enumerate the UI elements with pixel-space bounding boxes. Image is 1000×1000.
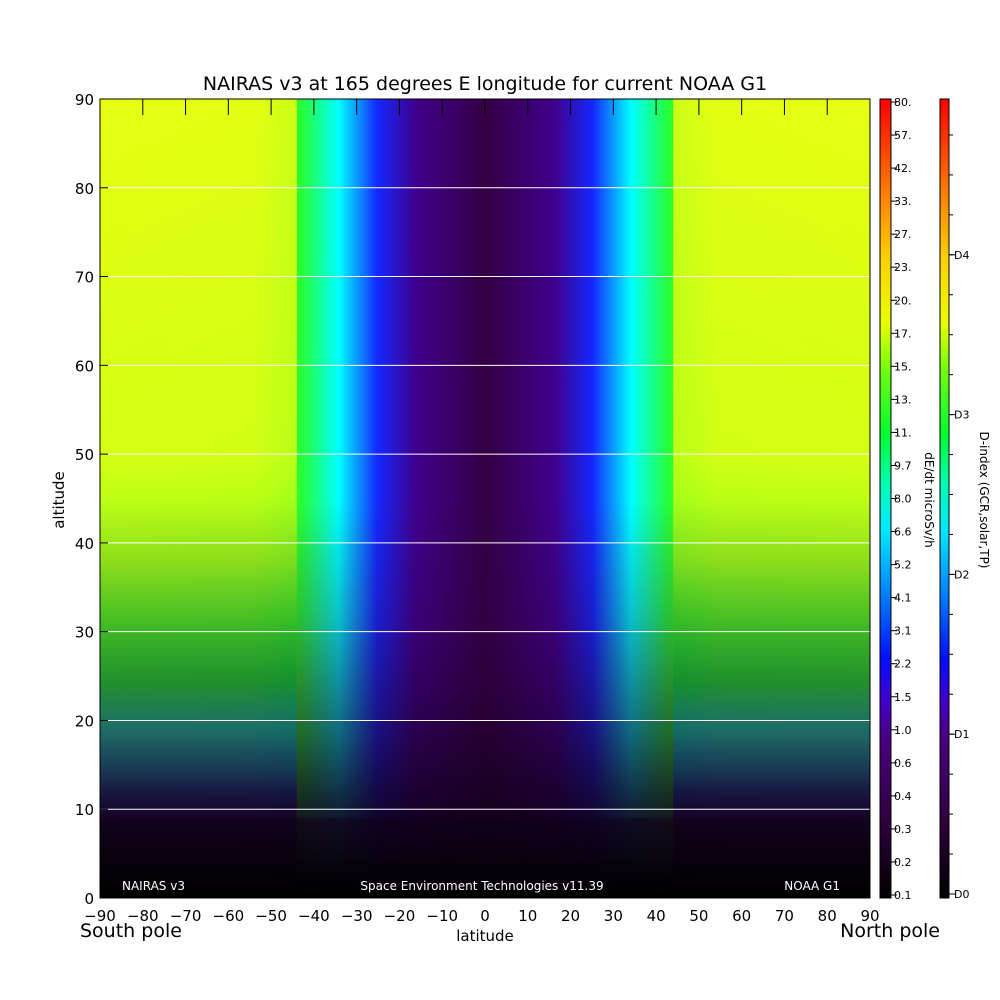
dindex-tick-label: D3: [954, 409, 969, 422]
dose-tick-label: 0.2: [894, 856, 912, 869]
plot-area: [99, 98, 871, 899]
annotation-right: NOAA G1: [784, 879, 840, 893]
x-tick-label: 30: [604, 907, 623, 925]
x-tick-label: 0: [480, 907, 490, 925]
dose-tick-label: 6.6: [894, 526, 912, 539]
dindex-tick-label: D4: [954, 249, 969, 262]
dose-tick-label: 15.: [894, 360, 912, 373]
dose-tick-label: 11.: [894, 426, 912, 439]
x-tick-label: 10: [518, 907, 537, 925]
dose-tick-label: 33.: [894, 195, 912, 208]
dose-tick-label: 80.: [894, 96, 912, 109]
dindex-tick-label: D1: [954, 728, 969, 741]
dose-tick-label: 0.4: [894, 790, 912, 803]
y-tick-label: 20: [75, 712, 94, 730]
dose-tick-label: 0.6: [894, 757, 912, 770]
dindex-colorbar-label: D-index (GCR,solar,TP): [977, 431, 991, 568]
x-tick-label: −80: [127, 907, 159, 925]
x-tick-label: −60: [213, 907, 245, 925]
dindex-tick-label: D0: [954, 888, 969, 901]
dose-colorbar-ticks: 0.1 0.2 0.3 0.4 0.6 1.0 1.5 2.2 3.1 4.1 5.2 6.6 8.0 9…: [891, 96, 912, 902]
x-tick-label: −20: [384, 907, 416, 925]
dindex-tick-label: D2: [954, 568, 969, 581]
dose-tick-label: 1.5: [894, 691, 912, 704]
y-tick-label: 30: [75, 624, 94, 642]
dose-tick-label: 0.3: [894, 823, 912, 836]
dose-tick-label: 27.: [894, 228, 912, 241]
x-tick-label: −70: [170, 907, 202, 925]
dindex-colorbar: D0 D1 D2 D3 D4 D-index (GCR,solar,TP): [939, 98, 991, 901]
dose-tick-label: 9.7: [894, 459, 912, 472]
north-pole-label: North pole: [840, 920, 940, 942]
x-tick-label: 60: [732, 907, 751, 925]
x-tick-label: 90: [860, 907, 879, 925]
dose-colorbar-gradient: [879, 98, 892, 899]
y-axis-label: altitude: [50, 471, 68, 529]
annotation-left: NAIRAS v3: [122, 879, 185, 893]
grid-lines: [100, 187, 870, 810]
x-tick-label: 80: [818, 907, 837, 925]
dose-tick-label: 4.1: [894, 592, 912, 605]
y-tick-label: 10: [75, 801, 94, 819]
dose-tick-label: 17.: [894, 327, 912, 340]
x-tick-label: −90: [84, 907, 116, 925]
y-tick-label: 40: [75, 535, 94, 553]
annotation-center: Space Environment Technologies v11.39: [360, 879, 603, 893]
x-tick-label: −40: [298, 907, 330, 925]
y-tick-label: 60: [75, 357, 94, 375]
y-tick-label: 80: [75, 180, 94, 198]
dose-tick-label: 13.: [894, 393, 912, 406]
dose-tick-label: 20.: [894, 294, 912, 307]
dindex-colorbar-gradient: [939, 98, 950, 899]
x-tick-label: 70: [775, 907, 794, 925]
y-tick-label: 70: [75, 269, 94, 287]
x-tick-labels: −90 −80 −70 −60 −50 −40 −30 −20 −10 0 10 20 30 40 50 60…: [84, 907, 879, 925]
dose-tick-label: 8.0: [894, 493, 912, 506]
dose-tick-label: 0.1: [894, 889, 912, 902]
dose-tick-label: 2.2: [894, 658, 912, 671]
y-tick-labels: 0 10 20 30 40 50 60 70 80 90: [75, 91, 108, 908]
dose-tick-label: 1.0: [894, 724, 912, 737]
y-tick-label: 50: [75, 446, 94, 464]
heatmap-equatorial-shadow: [100, 99, 870, 898]
x-axis-label: latitude: [456, 927, 514, 945]
dose-colorbar-label: dE/dt microSv/h: [922, 452, 936, 547]
x-tick-label: −50: [255, 907, 287, 925]
x-tick-label: 40: [647, 907, 666, 925]
x-tick-label: −30: [341, 907, 373, 925]
y-tick-label: 90: [75, 91, 94, 109]
y-tick-label: 0: [84, 890, 94, 908]
dose-tick-label: 42.: [894, 162, 912, 175]
dindex-colorbar-ticks: D0 D1 D2 D3 D4: [949, 134, 969, 901]
top-ticks: [99, 99, 871, 898]
dose-colorbar: 0.1 0.2 0.3 0.4 0.6 1.0 1.5 2.2 3.1 4.1 5.2 6.6 8.0 9…: [879, 96, 936, 902]
south-pole-label: South pole: [80, 920, 182, 942]
x-tick-label: 20: [561, 907, 580, 925]
chart-title: NAIRAS v3 at 165 degrees E longitude for…: [203, 73, 767, 95]
x-tick-label: 50: [689, 907, 708, 925]
dose-tick-label: 57.: [894, 129, 912, 142]
x-tick-label: −10: [426, 907, 458, 925]
dose-tick-label: 23.: [894, 261, 912, 274]
dose-tick-label: 5.2: [894, 559, 912, 572]
dose-tick-label: 3.1: [894, 625, 912, 638]
